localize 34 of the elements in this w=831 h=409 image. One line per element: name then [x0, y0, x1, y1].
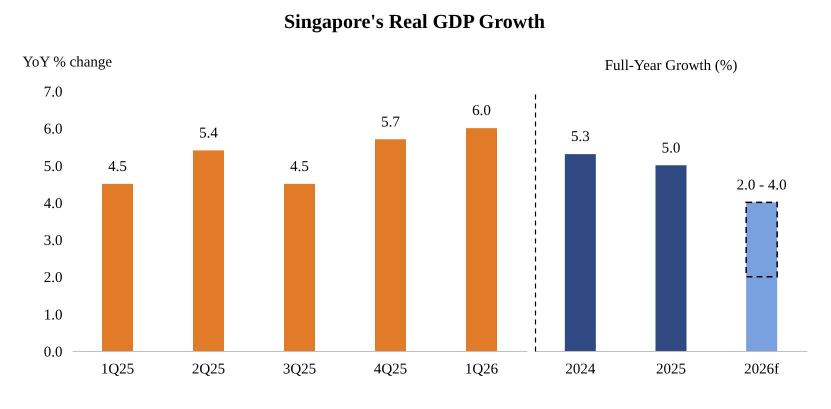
- bar: [102, 184, 133, 351]
- bar: [466, 128, 497, 351]
- y-tick-label: 5.0: [44, 158, 62, 175]
- x-tick-label: 2026f: [744, 362, 780, 378]
- y-tick-label: 1.0: [44, 307, 62, 324]
- bar: [193, 150, 224, 351]
- data-label: 4.5: [290, 158, 309, 175]
- data-label: 5.4: [199, 125, 218, 142]
- bar: [375, 139, 406, 351]
- data-label: 5.7: [381, 114, 400, 130]
- x-tick-label: 4Q25: [374, 362, 408, 378]
- bar: [656, 165, 686, 351]
- y-tick-label: 4.0: [44, 196, 62, 212]
- data-label: 5.0: [662, 140, 680, 156]
- y-tick-label: 0.0: [44, 344, 62, 360]
- data-label: 4.5: [108, 158, 127, 175]
- y-axis-title: YoY % change: [22, 54, 112, 70]
- data-label: 2.0 - 4.0: [736, 177, 787, 194]
- x-tick-label: 2025: [656, 362, 686, 378]
- y-tick-label: 7.0: [44, 84, 62, 100]
- y-tick-label: 3.0: [44, 233, 62, 250]
- y-tick-label: 2.0: [44, 270, 62, 286]
- data-label: 5.3: [570, 129, 590, 146]
- data-label: 6.0: [472, 103, 491, 120]
- chart-title: Singapore's Real GDP Growth: [284, 11, 545, 33]
- chart-title: Full-Year Growth (%): [604, 58, 738, 74]
- x-tick-label: 1Q26: [464, 362, 499, 378]
- bar: [284, 184, 315, 351]
- x-tick-label: 1Q25: [100, 362, 134, 378]
- bar: [564, 154, 596, 351]
- x-tick-label: 2024: [565, 362, 596, 378]
- x-tick-label: 3Q25: [282, 362, 316, 378]
- x-tick-label: 2Q25: [192, 362, 226, 378]
- y-tick-label: 6.0: [44, 122, 62, 138]
